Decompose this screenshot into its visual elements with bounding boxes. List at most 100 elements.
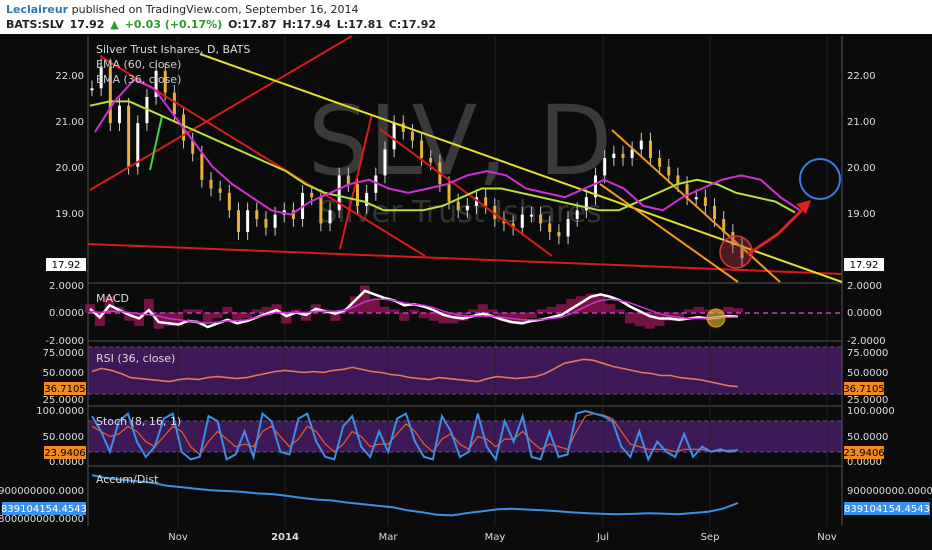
candle-body [401, 123, 405, 132]
stoch-tick-right: 0.0000 [847, 457, 882, 468]
ad-tick-right: 900000000.0000 [847, 486, 932, 497]
price-tick-right: 21.00 [847, 117, 876, 128]
macd-tick-left: -2.0000 [45, 336, 84, 347]
macd-histogram-bar [222, 306, 233, 313]
last-price-badge-left: 17.92 [52, 260, 81, 271]
price-tick-left: 21.00 [55, 117, 84, 128]
candle-body [703, 197, 707, 206]
candle-body [465, 205, 469, 211]
candle-body [648, 140, 652, 158]
candle-body [264, 219, 268, 228]
stoch-tick-left: 50.0000 [43, 432, 84, 443]
publish-text: published on TradingView.com, September … [71, 3, 359, 16]
macd-histogram-bar [409, 309, 419, 313]
stoch-tick-left: 100.0000 [36, 406, 84, 417]
macd-histogram-bar [477, 304, 488, 313]
candle-body [621, 153, 625, 158]
green-trendline [149, 115, 163, 171]
candle-body [410, 131, 414, 141]
candle-body [383, 149, 387, 176]
rsi-title: RSI (36, close) [96, 352, 175, 365]
accum-dist-title: Accum/Dist [96, 473, 159, 486]
candle-body [319, 197, 323, 224]
forecast-arrow [747, 202, 810, 256]
macd-histogram-bar [605, 304, 616, 313]
candle-body [117, 105, 121, 124]
candle-body [337, 175, 341, 211]
ad-value-badge-left: 839104154.4543 [1, 504, 87, 515]
candle-body [575, 210, 579, 219]
candle-body [740, 245, 744, 259]
candle-body [227, 192, 231, 211]
candle-body [475, 197, 479, 206]
candle-body [511, 223, 515, 228]
legend-ema-60: EMA (60, close) [96, 58, 181, 71]
stoch-tick-right: 50.0000 [847, 432, 888, 443]
macd-histogram-bar [418, 312, 429, 319]
macd-tick-right: 2.0000 [847, 281, 882, 292]
macd-histogram-bar [183, 309, 194, 313]
candle-body [713, 205, 717, 219]
macd-histogram-bar [399, 312, 410, 321]
macd-histogram-bar [575, 296, 586, 313]
rsi-tick-right: 25.0000 [847, 395, 888, 406]
macd-histogram-bar [212, 312, 223, 319]
macd-histogram-bar [644, 312, 655, 329]
macd-histogram-bar [379, 306, 390, 313]
macd-histogram-bar [232, 312, 243, 321]
price-highlight-circle [719, 235, 753, 269]
candle-body [291, 210, 295, 219]
macd-histogram-bar [615, 309, 626, 313]
candle-body [136, 123, 140, 167]
candle-body [667, 166, 671, 176]
candle-body [172, 92, 176, 115]
macd-histogram-bar [271, 304, 282, 313]
yellow-trendline [199, 53, 843, 283]
macd-signal-line [89, 298, 738, 325]
stoch-tick-left: 0.0000 [49, 457, 84, 468]
chart-canvas[interactable]: SLV, D Silver Trust Ishares Silver Trust… [0, 34, 932, 550]
candle-body [200, 153, 204, 180]
macd-histogram-bar [242, 312, 253, 319]
macd-histogram-bar [193, 309, 203, 313]
red-trendline [339, 113, 373, 250]
x-tick-label: Nov [817, 532, 837, 543]
stoch-k-line [91, 409, 739, 463]
candle-body [328, 210, 332, 224]
macd-histogram-bar [330, 312, 341, 321]
candle-body [529, 214, 533, 217]
macd-histogram-bar [369, 298, 380, 313]
candle-body [236, 210, 240, 233]
candle-body [273, 214, 277, 228]
candle-body [603, 158, 607, 176]
candle-body [163, 70, 167, 93]
price-tick-right: 19.00 [847, 209, 876, 220]
rsi-value-badge-left: 36.7105 [44, 384, 85, 395]
candle-body [310, 192, 314, 198]
candle-body [154, 70, 158, 97]
rsi-tick-left: 50.0000 [43, 368, 84, 379]
rsi-value-badge-right: 36.7105 [843, 384, 884, 395]
candle-body [218, 188, 222, 193]
high-value: H:17.94 [282, 18, 331, 31]
candle-body [374, 175, 378, 193]
symbol-label: BATS:SLV [6, 18, 64, 31]
price-tick-right: 20.00 [847, 163, 876, 174]
open-value: O:17.87 [228, 18, 277, 31]
ad-tick-left: 900000000.0000 [0, 486, 84, 497]
price-change: +0.03 (+0.17%) [124, 18, 223, 31]
candle-body [594, 175, 598, 198]
candle-body [612, 153, 616, 158]
legend-ema-36: EMA (36, close) [96, 73, 181, 86]
candle-body [90, 88, 94, 91]
macd-histogram-bar [261, 306, 272, 313]
red-trendline [89, 35, 353, 191]
header-bar: Leclaireur published on TradingView.com,… [0, 0, 932, 34]
macd-histogram-bar [634, 312, 645, 327]
candle-body [548, 223, 552, 233]
author-link[interactable]: Leclaireur [6, 3, 69, 16]
macd-histogram-bar [301, 312, 311, 321]
candle-body [639, 140, 643, 150]
candle-body [676, 175, 680, 185]
candle-body [420, 140, 424, 158]
